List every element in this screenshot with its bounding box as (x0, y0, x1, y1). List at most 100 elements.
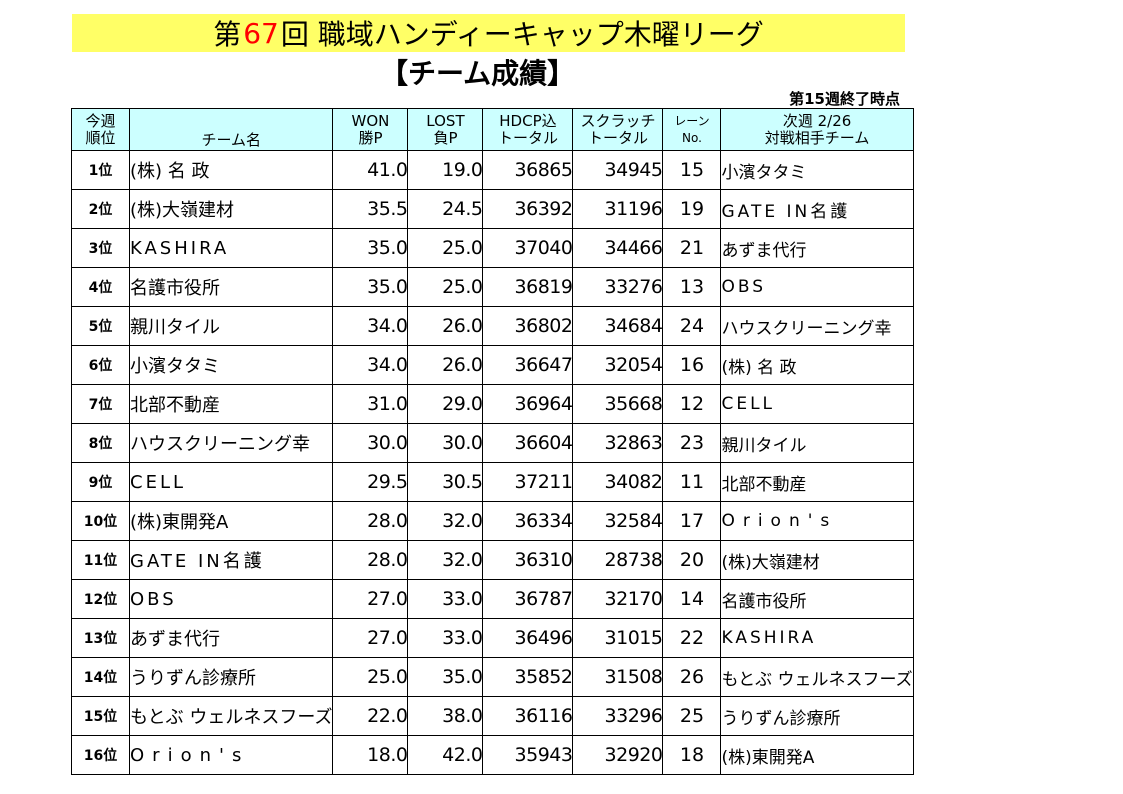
hdcp-total-cell: 36819 (482, 267, 574, 307)
hdcp-total-cell: 35852 (482, 657, 574, 697)
table-row: 3位 KASHIRA 35.0 25.0 37040 34466 21 あずま代行 (71, 228, 914, 268)
scratch-total-cell: 32584 (572, 501, 664, 541)
scratch-total-cell: 32170 (572, 579, 664, 619)
header-row: 今週 順位 チーム名 WON 勝P LOST 負P HDCP込 トータル スクラッチ トー… (71, 108, 914, 151)
table-row: 13位 あずま代行 27.0 33.0 36496 31015 22 KASHIRA (71, 618, 914, 658)
team-name-cell: (株) 名 政 (128, 150, 334, 190)
team-name-cell: うりずん診療所 (128, 657, 334, 697)
won-points-cell: 31.0 (332, 384, 409, 424)
next-opponent-cell: CELL (720, 384, 914, 424)
rank-cell: 13位 (71, 618, 130, 658)
col-hdcp-header: HDCP込 トータル (482, 108, 574, 151)
lane-number-cell: 20 (662, 540, 722, 580)
won-points-cell: 34.0 (332, 306, 409, 346)
lane-number-cell: 17 (662, 501, 722, 541)
lost-points-cell: 26.0 (407, 345, 484, 385)
lost-points-cell: 33.0 (407, 579, 484, 619)
team-name-cell: CELL (128, 462, 334, 502)
rank-cell: 11位 (71, 540, 130, 580)
rank-cell: 10位 (71, 501, 130, 541)
col-won-header: WON 勝P (332, 108, 409, 151)
next-opponent-cell: Orion's (720, 501, 914, 541)
next-opponent-cell: あずま代行 (720, 228, 914, 268)
scratch-total-cell: 31196 (572, 189, 664, 229)
lane-number-cell: 26 (662, 657, 722, 697)
table-row: 6位 小濱タタミ 34.0 26.0 36647 32054 16 (株) 名 政 (71, 345, 914, 385)
scratch-total-cell: 32054 (572, 345, 664, 385)
won-points-cell: 25.0 (332, 657, 409, 697)
lost-points-cell: 24.5 (407, 189, 484, 229)
scratch-total-cell: 34684 (572, 306, 664, 346)
next-opponent-cell: GATE IN名護 (720, 189, 914, 229)
lost-points-cell: 30.5 (407, 462, 484, 502)
scratch-total-cell: 34082 (572, 462, 664, 502)
col-scratch-header: スクラッチ トータル (572, 108, 664, 151)
hdcp-total-cell: 36964 (482, 384, 574, 424)
won-points-cell: 28.0 (332, 540, 409, 580)
team-name-cell: OBS (128, 579, 334, 619)
rank-cell: 12位 (71, 579, 130, 619)
table-row: 8位 ハウスクリーニング幸 30.0 30.0 36604 32863 23 親川タイル (71, 423, 914, 463)
hdcp-total-cell: 36496 (482, 618, 574, 658)
lost-points-cell: 32.0 (407, 540, 484, 580)
table-row: 12位 OBS 27.0 33.0 36787 32170 14 名護市役所 (71, 579, 914, 619)
team-name-cell: (株)大嶺建材 (128, 189, 334, 229)
next-opponent-cell: ハウスクリーニング幸 (720, 306, 914, 346)
won-points-cell: 27.0 (332, 618, 409, 658)
lane-number-cell: 13 (662, 267, 722, 307)
lost-points-cell: 38.0 (407, 696, 484, 736)
team-name-cell: もとぶ ウェルネスフーズ (128, 696, 334, 736)
won-points-cell: 22.0 (332, 696, 409, 736)
lost-points-cell: 30.0 (407, 423, 484, 463)
team-name-cell: KASHIRA (128, 228, 334, 268)
team-name-cell: ハウスクリーニング幸 (128, 423, 334, 463)
rank-cell: 7位 (71, 384, 130, 424)
lane-number-cell: 14 (662, 579, 722, 619)
next-opponent-cell: 名護市役所 (720, 579, 914, 619)
scratch-total-cell: 34466 (572, 228, 664, 268)
won-points-cell: 34.0 (332, 345, 409, 385)
table-row: 1位 (株) 名 政 41.0 19.0 36865 34945 15 小濱タタミ (71, 150, 914, 190)
lane-number-cell: 23 (662, 423, 722, 463)
won-points-cell: 29.5 (332, 462, 409, 502)
team-name-cell: 名護市役所 (128, 267, 334, 307)
scratch-total-cell: 31508 (572, 657, 664, 697)
scratch-total-cell: 32863 (572, 423, 664, 463)
hdcp-total-cell: 35943 (482, 735, 574, 775)
scratch-total-cell: 33276 (572, 267, 664, 307)
table-row: 14位 うりずん診療所 25.0 35.0 35852 31508 26 もとぶ ウェルネスフ… (71, 657, 914, 697)
lane-number-cell: 11 (662, 462, 722, 502)
page-subtitle: 【チーム成績】 (380, 57, 576, 90)
lost-points-cell: 25.0 (407, 228, 484, 268)
next-opponent-cell: うりずん診療所 (720, 696, 914, 736)
rank-cell: 2位 (71, 189, 130, 229)
lane-number-cell: 15 (662, 150, 722, 190)
team-name-cell: あずま代行 (128, 618, 334, 658)
table-row: 9位 CELL 29.5 30.5 37211 34082 11 北部不動産 (71, 462, 914, 502)
scratch-total-cell: 32920 (572, 735, 664, 775)
hdcp-total-cell: 36334 (482, 501, 574, 541)
next-opponent-cell: OBS (720, 267, 914, 307)
table-row: 4位 名護市役所 35.0 25.0 36819 33276 13 OBS (71, 267, 914, 307)
lane-number-cell: 18 (662, 735, 722, 775)
table-row: 2位 (株)大嶺建材 35.5 24.5 36392 31196 19 GATE IN名護 (71, 189, 914, 229)
table-row: 15位 もとぶ ウェルネスフーズ 22.0 38.0 36116 33296 25 うりずん診… (71, 696, 914, 736)
scratch-total-cell: 31015 (572, 618, 664, 658)
col-rank-header: 今週 順位 (71, 108, 130, 151)
next-opponent-cell: KASHIRA (720, 618, 914, 658)
rank-cell: 16位 (71, 735, 130, 775)
lost-points-cell: 35.0 (407, 657, 484, 697)
table-row: 11位 GATE IN名護 28.0 32.0 36310 28738 20 (株)大嶺建材 (71, 540, 914, 580)
table-row: 16位 Orion's 18.0 42.0 35943 32920 18 (株)東開発A (71, 735, 914, 775)
col-lane-header: レーン No. (662, 108, 722, 151)
rank-cell: 15位 (71, 696, 130, 736)
next-opponent-cell: (株) 名 政 (720, 345, 914, 385)
next-opponent-cell: 親川タイル (720, 423, 914, 463)
next-opponent-cell: 北部不動産 (720, 462, 914, 502)
won-points-cell: 18.0 (332, 735, 409, 775)
lane-number-cell: 25 (662, 696, 722, 736)
won-points-cell: 35.0 (332, 228, 409, 268)
won-points-cell: 35.0 (332, 267, 409, 307)
team-name-cell: 親川タイル (128, 306, 334, 346)
hdcp-total-cell: 36392 (482, 189, 574, 229)
